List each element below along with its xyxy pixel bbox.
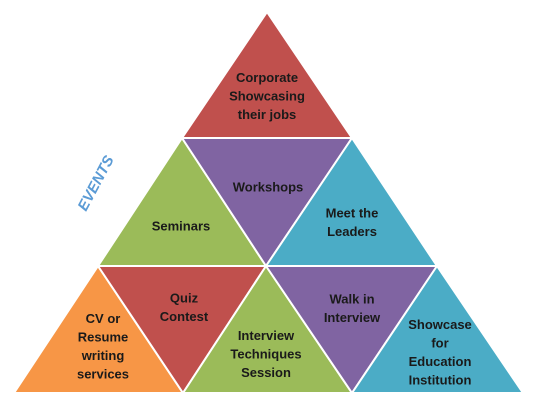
triangle-label-meet-leaders: Meet the Leaders xyxy=(326,205,379,239)
triangle-label-line: Walk in xyxy=(329,291,374,306)
triangle-label-line: Interview xyxy=(238,328,295,343)
triangle-label-interview-techniques: Interview Techniques Session xyxy=(230,328,301,380)
triangle-label-line: Techniques xyxy=(230,347,301,362)
triangle-label-line: Institution xyxy=(409,372,472,387)
triangle-label-line: services xyxy=(77,366,129,381)
triangle-label-showcase-education: Showcase for Education Institution xyxy=(408,317,472,388)
triangle-label-line: Session xyxy=(241,365,291,380)
triangle-label-quiz: Quiz Contest xyxy=(160,290,209,324)
triangle-label-line: Workshops xyxy=(233,180,304,195)
triangle-label-walk-in: Walk in Interview xyxy=(324,291,381,325)
triangle-label-corporate: Corporate Showcasing their jobs xyxy=(229,70,305,122)
triangle-label-line: their jobs xyxy=(238,107,297,122)
triangle-showcase-education xyxy=(351,265,524,394)
triangle-label-line: Showcasing xyxy=(229,89,305,104)
triangle-label-line: Showcase xyxy=(408,317,472,332)
triangle-label-line: Education xyxy=(409,354,472,369)
triangle-label-line: Seminars xyxy=(152,219,211,234)
events-side-label: EVENTS xyxy=(75,153,118,214)
triangle-label-line: Corporate xyxy=(236,70,298,85)
triangle-label-line: writing xyxy=(81,348,125,363)
triangle-label-workshops: Workshops xyxy=(233,180,304,195)
triangle-label-line: Quiz xyxy=(170,290,199,305)
triangle-label-line: Leaders xyxy=(327,224,377,239)
triangle-label-line: Resume xyxy=(78,329,129,344)
triangle-label-line: for xyxy=(431,335,448,350)
triangle-label-seminars: Seminars xyxy=(152,219,211,234)
triangle-label-line: Contest xyxy=(160,309,209,324)
triangle-label-cv-resume: CV or Resume writing services xyxy=(77,311,129,382)
triangle-label-line: Meet the xyxy=(326,205,379,220)
triangle-label-line: CV or xyxy=(86,311,121,326)
triangle-label-line: Interview xyxy=(324,310,381,325)
